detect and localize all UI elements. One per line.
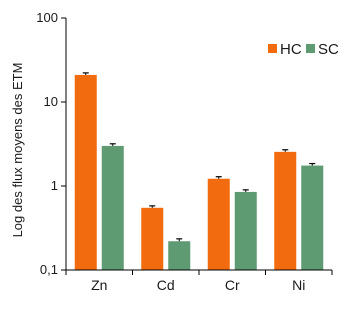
y-tick-label: 1: [51, 178, 58, 193]
x-axis-ticks: [65, 270, 333, 275]
category-label-zn: Zn: [91, 277, 107, 293]
legend-label-sc: SC: [318, 41, 339, 58]
y-tick-label: 10: [44, 94, 58, 109]
y-tick-label: 100: [36, 10, 58, 25]
legend-swatch-hc: [268, 44, 277, 53]
y-tick-label: 0,1: [40, 262, 58, 277]
error-bars: [82, 72, 316, 242]
bar-hc-cd: [141, 207, 164, 270]
bar-hc-zn: [74, 74, 97, 270]
legend-swatch-sc: [306, 44, 315, 53]
bar-sc-zn: [101, 145, 124, 270]
bar-hc-ni: [274, 151, 297, 270]
legend-label-hc: HC: [280, 41, 302, 58]
legend: HC SC: [268, 41, 339, 58]
bar-hc-cr: [207, 178, 230, 270]
bars: [74, 74, 324, 270]
category-label-cd: Cd: [157, 277, 175, 293]
bar-sc-cd: [168, 241, 191, 270]
category-label-cr: Cr: [225, 277, 240, 293]
category-labels: Zn Cd Cr Ni: [91, 277, 305, 293]
bar-sc-cr: [234, 191, 257, 270]
category-label-ni: Ni: [292, 277, 305, 293]
bar-sc-ni: [301, 165, 324, 270]
y-axis-title: Log des flux moyens des ETM: [10, 63, 25, 238]
y-axis-ticks: 0,1 1 10 100: [36, 10, 66, 277]
